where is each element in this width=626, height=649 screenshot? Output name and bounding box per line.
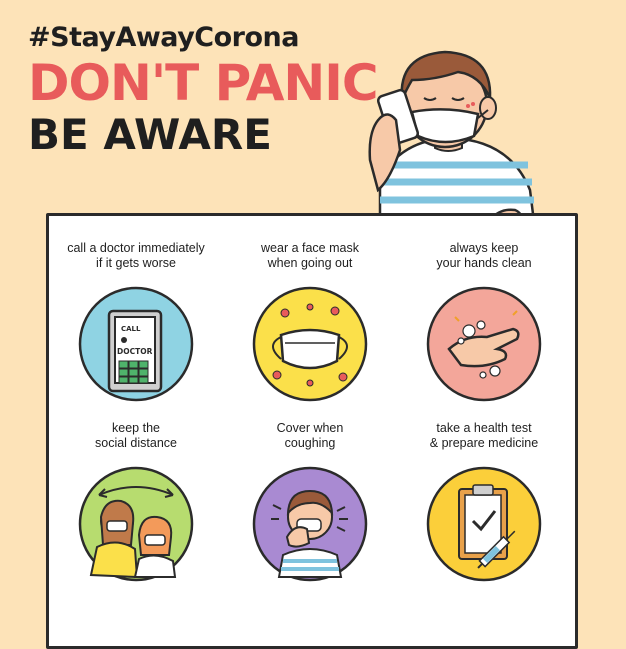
tip-social-distance: keep the social distance <box>51 421 221 583</box>
phone-call-text: CALL <box>121 325 141 333</box>
tip-label: call a doctor immediately if it gets wor… <box>67 241 205 270</box>
info-board: call a doctor immediately if it gets wor… <box>46 213 578 649</box>
headline-dont-panic: DON'T PANIC <box>28 54 379 112</box>
tip-label: always keep your hands clean <box>436 241 532 270</box>
tip-coughing: Cover when coughing <box>225 421 395 583</box>
health-test-icon <box>426 466 542 582</box>
social-distance-icon <box>78 466 194 582</box>
tip-call-doctor: call a doctor immediately if it gets wor… <box>51 241 221 403</box>
tip-label: Cover when coughing <box>276 421 344 450</box>
tip-face-mask: wear a face mask when going out <box>225 241 395 403</box>
headline-be-aware: BE AWARE <box>28 110 272 159</box>
phone-doctor-text: DOCTOR <box>117 347 153 356</box>
doctor-phone-icon: CALL DOCTOR <box>78 286 194 402</box>
hand-wash-icon <box>426 286 542 402</box>
tip-hand-wash: always keep your hands clean <box>399 241 569 403</box>
tip-label: take a health test & prepare medicine <box>429 421 539 450</box>
tip-health-test: take a health test & prepare medicine <box>399 421 569 583</box>
tip-label: wear a face mask when going out <box>261 241 359 270</box>
hashtag-title: #StayAwayCorona <box>28 22 299 53</box>
coughing-icon <box>252 466 368 582</box>
masked-man-illustration <box>368 50 537 230</box>
tip-label: keep the social distance <box>95 421 177 450</box>
face-mask-icon <box>252 286 368 402</box>
